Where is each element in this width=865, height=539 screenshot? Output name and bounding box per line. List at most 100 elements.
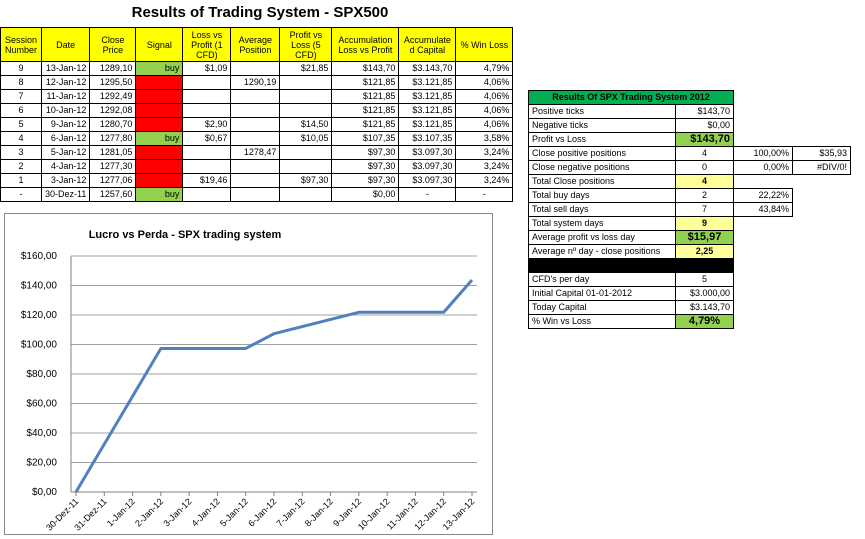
signal-cell[interactable]: buy [135,187,184,202]
session-number-cell[interactable]: 2 [0,159,42,174]
profit-vs-loss-cell[interactable] [279,159,333,174]
loss-vs-profit-cell[interactable] [182,187,232,202]
win-loss-cell[interactable]: 4,06% [455,89,514,104]
average-position-cell[interactable] [230,117,281,132]
profit-vs-loss-cell[interactable] [279,145,333,160]
close-negative-percent[interactable]: 0,00% [733,160,793,175]
accumulated-capital-cell[interactable]: $3.097,30 [398,173,457,188]
initial-capital-value[interactable]: $3.000,00 [675,286,734,301]
win-loss-cell[interactable]: 3,24% [455,159,514,174]
date-cell[interactable]: 13-Jan-12 [40,61,91,76]
session-number-cell[interactable]: 6 [0,103,42,118]
negative-ticks-value[interactable]: $0,00 [675,118,734,133]
close-negative-count[interactable]: 0 [675,160,734,175]
close-price-cell[interactable]: 1292,49 [89,89,137,104]
average-position-cell[interactable] [230,173,281,188]
date-cell[interactable]: 6-Jan-12 [40,131,91,146]
close-price-cell[interactable]: 1257,60 [89,187,137,202]
signal-cell[interactable]: buy [135,61,184,76]
win-loss-cell[interactable]: 4,06% [455,117,514,132]
win-loss-cell[interactable]: 3,24% [455,145,514,160]
accumulation-cell[interactable]: $121,85 [331,103,400,118]
accumulation-cell[interactable]: $121,85 [331,75,400,90]
win-loss-cell[interactable]: - [455,187,514,202]
session-number-cell[interactable]: 3 [0,145,42,160]
signal-cell[interactable]: sell [135,159,184,174]
cfd-per-day-value[interactable]: 5 [675,272,734,287]
average-position-cell[interactable] [230,61,281,76]
win-loss-cell[interactable]: 4,79% [455,61,514,76]
accumulated-capital-cell[interactable]: $3.121,85 [398,75,457,90]
profit-vs-loss-cell[interactable] [279,89,333,104]
profit-vs-loss-cell[interactable] [279,187,333,202]
loss-vs-profit-cell[interactable] [182,103,232,118]
signal-cell[interactable]: sell [135,89,184,104]
profit-vs-loss-cell[interactable]: $14,50 [279,117,333,132]
avg-profit-value[interactable]: $15,97 [675,230,734,245]
loss-vs-profit-cell[interactable]: $2,90 [182,117,232,132]
close-price-cell[interactable]: 1281,05 [89,145,137,160]
signal-cell[interactable]: sell [135,173,184,188]
signal-cell[interactable]: sell [135,75,184,90]
accumulated-capital-cell[interactable]: $3.143,70 [398,61,457,76]
win-loss-cell[interactable]: 3,24% [455,173,514,188]
loss-vs-profit-cell[interactable] [182,159,232,174]
average-position-cell[interactable] [230,159,281,174]
session-number-cell[interactable]: - [0,187,42,202]
close-positive-count[interactable]: 4 [675,146,734,161]
session-number-cell[interactable]: 7 [0,89,42,104]
total-close-value[interactable]: 4 [675,174,734,189]
close-positive-percent[interactable]: 100,00% [733,146,793,161]
system-days-value[interactable]: 9 [675,216,734,231]
date-cell[interactable]: 12-Jan-12 [40,75,91,90]
accumulated-capital-cell[interactable]: $3.097,30 [398,145,457,160]
date-cell[interactable]: 3-Jan-12 [40,173,91,188]
signal-cell[interactable]: buy [135,131,184,146]
signal-cell[interactable]: sell [135,145,184,160]
session-number-cell[interactable]: 9 [0,61,42,76]
accumulation-cell[interactable]: $143,70 [331,61,400,76]
accumulation-cell[interactable]: $121,85 [331,117,400,132]
accumulation-cell[interactable]: $121,85 [331,89,400,104]
close-price-cell[interactable]: 1292,08 [89,103,137,118]
accumulation-cell[interactable]: $107,35 [331,131,400,146]
profit-vs-loss-value[interactable]: $143,70 [675,132,734,147]
avg-days-value[interactable]: 2,25 [675,244,734,259]
loss-vs-profit-cell[interactable] [182,89,232,104]
accumulated-capital-cell[interactable]: $3.121,85 [398,103,457,118]
session-number-cell[interactable]: 1 [0,173,42,188]
win-loss-cell[interactable]: 4,06% [455,75,514,90]
buy-days-percent[interactable]: 22,22% [733,188,793,203]
close-price-cell[interactable]: 1289,10 [89,61,137,76]
positive-ticks-value[interactable]: $143,70 [675,104,734,119]
accumulated-capital-cell[interactable]: $3.097,30 [398,159,457,174]
date-cell[interactable]: 5-Jan-12 [40,145,91,160]
average-position-cell[interactable] [230,89,281,104]
buy-days-value[interactable]: 2 [675,188,734,203]
accumulation-cell[interactable]: $97,30 [331,173,400,188]
date-cell[interactable]: 10-Jan-12 [40,103,91,118]
sell-days-value[interactable]: 7 [675,202,734,217]
session-number-cell[interactable]: 8 [0,75,42,90]
sell-days-percent[interactable]: 43,84% [733,202,793,217]
accumulation-cell[interactable]: $97,30 [331,145,400,160]
loss-vs-profit-cell[interactable]: $0,67 [182,131,232,146]
accumulated-capital-cell[interactable]: $3.121,85 [398,117,457,132]
close-price-cell[interactable]: 1295,50 [89,75,137,90]
date-cell[interactable]: 9-Jan-12 [40,117,91,132]
average-position-cell[interactable] [230,187,281,202]
close-negative-value[interactable]: #DIV/0! [792,160,851,175]
today-capital-value[interactable]: $3.143,70 [675,300,734,315]
accumulated-capital-cell[interactable]: $3.107,35 [398,131,457,146]
accumulated-capital-cell[interactable]: - [398,187,457,202]
loss-vs-profit-cell[interactable]: $19,46 [182,173,232,188]
close-price-cell[interactable]: 1277,80 [89,131,137,146]
date-cell[interactable]: 11-Jan-12 [40,89,91,104]
close-price-cell[interactable]: 1277,06 [89,173,137,188]
accumulation-cell[interactable]: $97,30 [331,159,400,174]
profit-vs-loss-cell[interactable]: $97,30 [279,173,333,188]
signal-cell[interactable]: sell [135,103,184,118]
date-cell[interactable]: 30-Dez-11 [40,187,91,202]
profit-vs-loss-cell[interactable] [279,103,333,118]
close-price-cell[interactable]: 1280,70 [89,117,137,132]
